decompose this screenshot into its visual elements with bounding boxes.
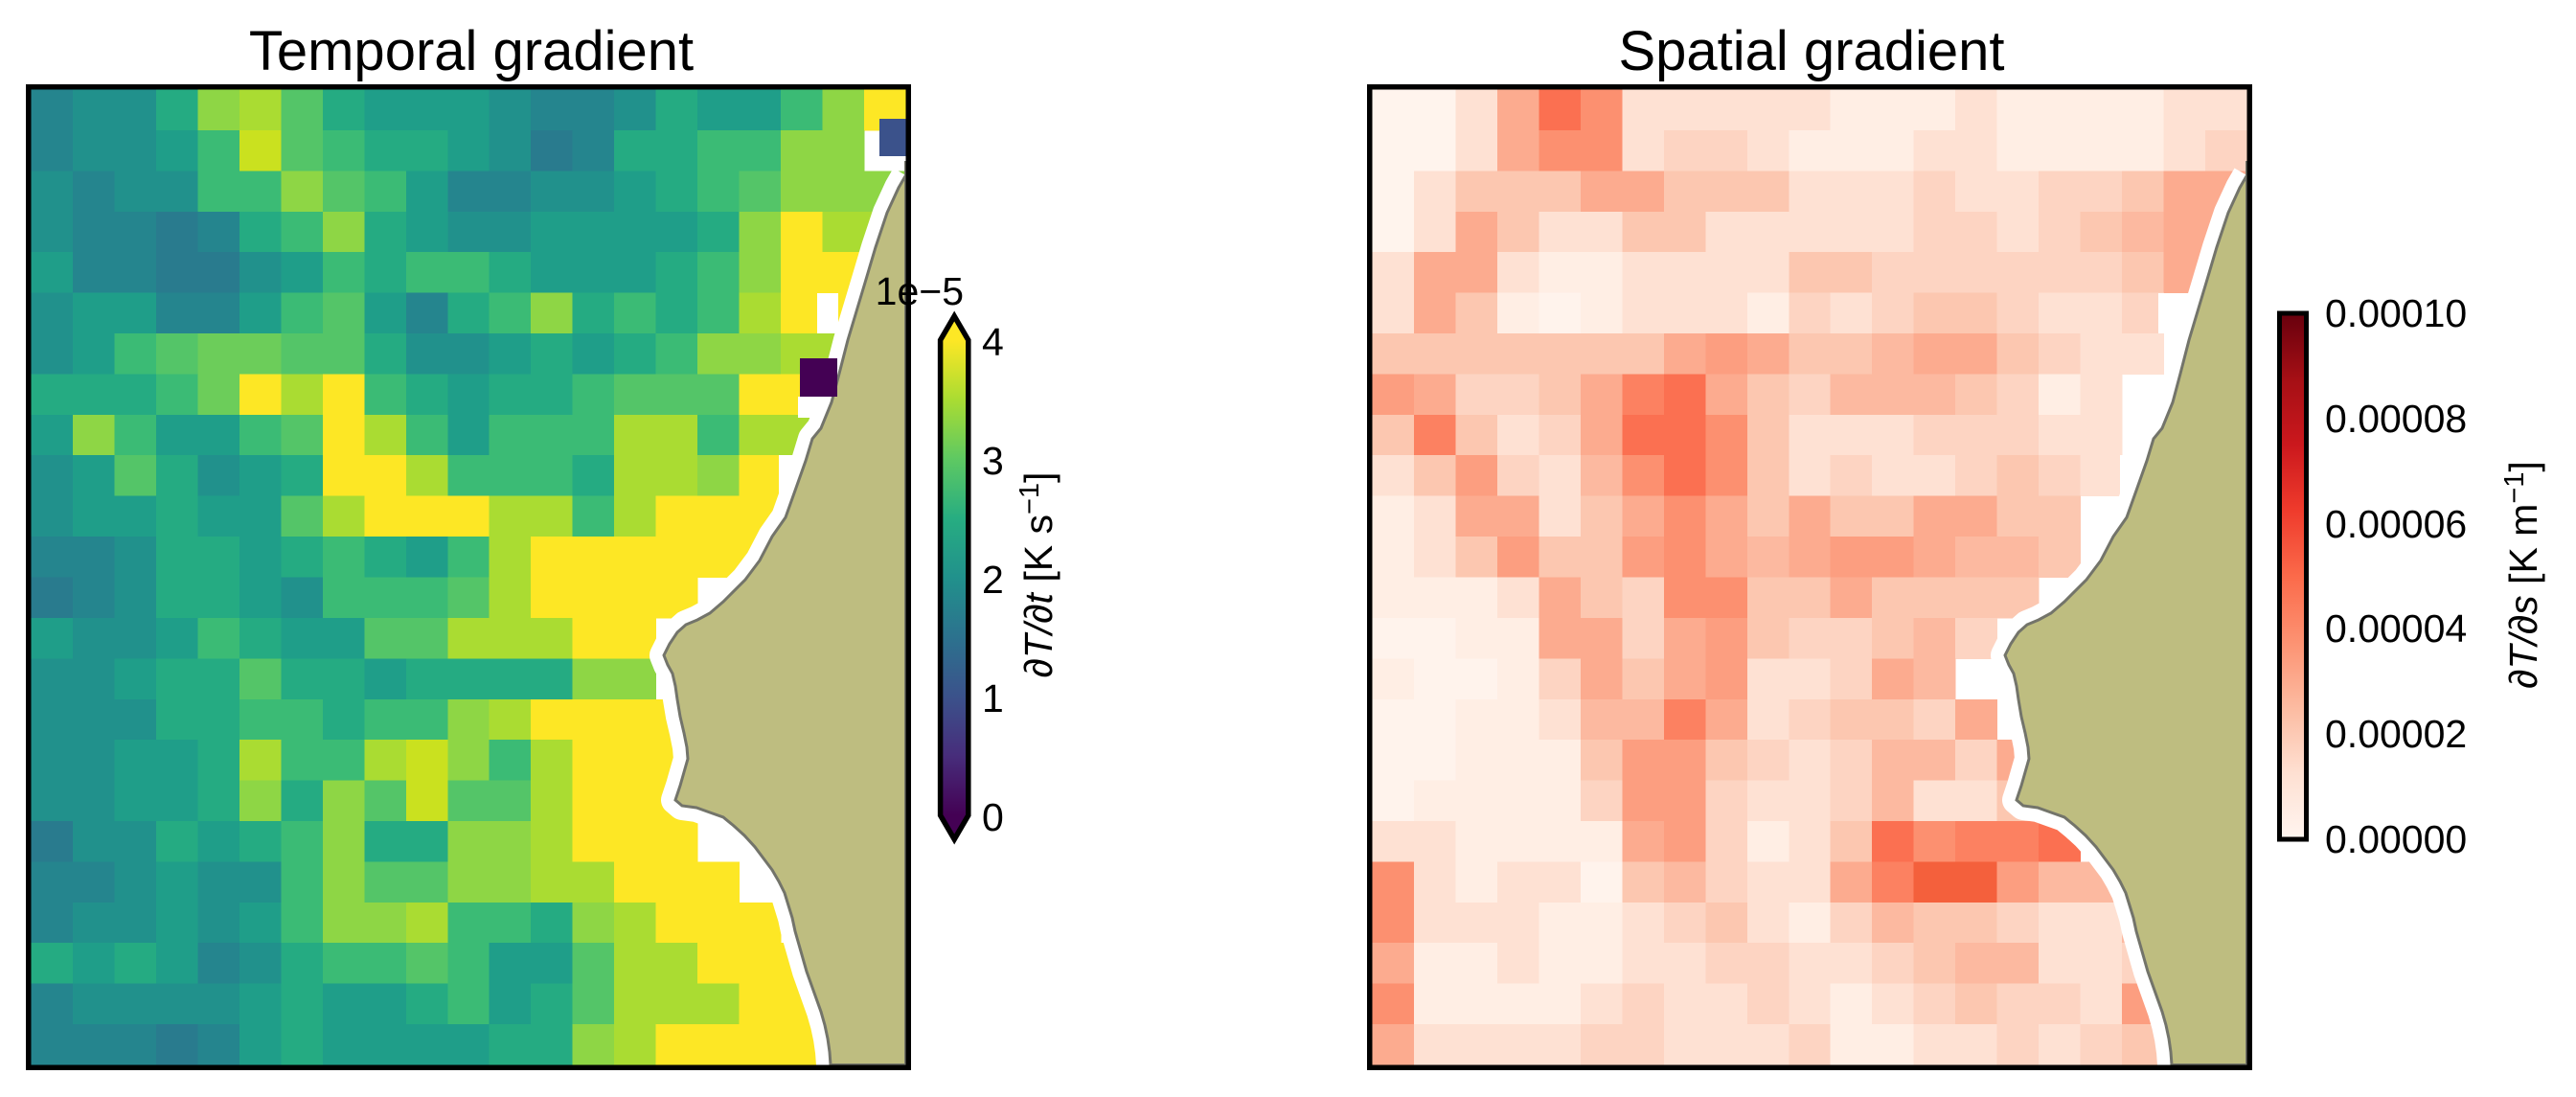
svg-text:0.00008: 0.00008 [2325,397,2467,441]
svg-text:0.00002: 0.00002 [2325,712,2467,756]
svg-text:0: 0 [982,795,1004,839]
svg-text:0.00000: 0.00000 [2325,817,2467,861]
svg-text:4: 4 [982,320,1004,364]
svg-text:Temporal gradient: Temporal gradient [249,20,694,82]
svg-text:Spatial gradient: Spatial gradient [1618,20,2004,82]
svg-text:2: 2 [982,558,1004,602]
svg-text:0.00010: 0.00010 [2325,291,2467,335]
svg-text:0.00004: 0.00004 [2325,606,2467,651]
svg-text:1e−5: 1e−5 [876,269,964,313]
svg-text:0.00006: 0.00006 [2325,502,2467,546]
svg-text:3: 3 [982,439,1004,483]
svg-text:∂T/∂s [K m−1]: ∂T/∂s [K m−1] [2499,461,2545,689]
svg-text:1: 1 [982,676,1004,720]
